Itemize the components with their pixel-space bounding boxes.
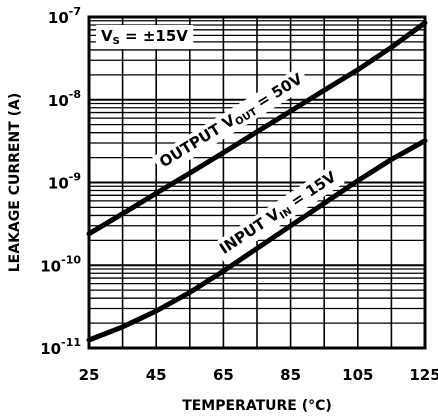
- y-axis-label: LEAKAGE CURRENT (A): [7, 93, 23, 272]
- series-label-output-background: [152, 66, 311, 176]
- y-tick-exponent: -11: [61, 336, 81, 349]
- series-label-output-main: OUTPUT V: [156, 111, 238, 171]
- y-tick-exponent: -9: [69, 171, 81, 184]
- y-tick-exponent: -8: [69, 88, 81, 101]
- y-tick-base: 10: [40, 257, 61, 275]
- supply-voltage-rest: = ±15V: [120, 27, 188, 45]
- supply-voltage-annotation: VS = ±15V: [96, 25, 194, 49]
- y-tick-base: 10: [48, 9, 69, 27]
- x-tick-label: 125: [409, 366, 438, 384]
- series-label-input-text: INPUT VIN = 15V: [216, 167, 341, 259]
- y-tick-label: 10-10: [40, 253, 81, 275]
- y-tick-exponent: -7: [69, 5, 81, 18]
- y-tick-base: 10: [48, 92, 69, 110]
- x-tick-label: 25: [79, 366, 100, 384]
- series-line-input: [86, 138, 428, 343]
- x-tick-label: 65: [213, 366, 234, 384]
- plot-frame: [87, 15, 427, 350]
- series-line-output: [86, 20, 428, 237]
- y-tick-base: 10: [48, 175, 69, 193]
- y-tick-exponent: -10: [61, 253, 81, 266]
- y-tick-base: 10: [40, 340, 61, 358]
- x-tick-label: 45: [146, 366, 167, 384]
- y-tick-label: 10-7: [48, 5, 81, 27]
- series-label-output: OUTPUT VOUT = 50V: [152, 66, 311, 176]
- grid: [89, 17, 425, 348]
- x-tick-label: 85: [280, 366, 301, 384]
- supply-voltage-text: VS = ±15V: [101, 27, 188, 47]
- supply-voltage-background: [96, 25, 194, 49]
- x-tick-label: 105: [342, 366, 373, 384]
- y-tick-label: 10-9: [48, 171, 81, 193]
- supply-voltage-main: V: [101, 27, 113, 45]
- y-tick-label: 10-8: [48, 88, 81, 110]
- series-label-input-background: [212, 164, 345, 263]
- series-layer: [86, 20, 428, 343]
- supply-voltage-sub: S: [113, 36, 120, 47]
- y-tick-label: 10-11: [40, 336, 81, 358]
- x-axis-label: TEMPERATURE (°C): [182, 398, 332, 414]
- series-label-input-main: INPUT V: [216, 205, 283, 258]
